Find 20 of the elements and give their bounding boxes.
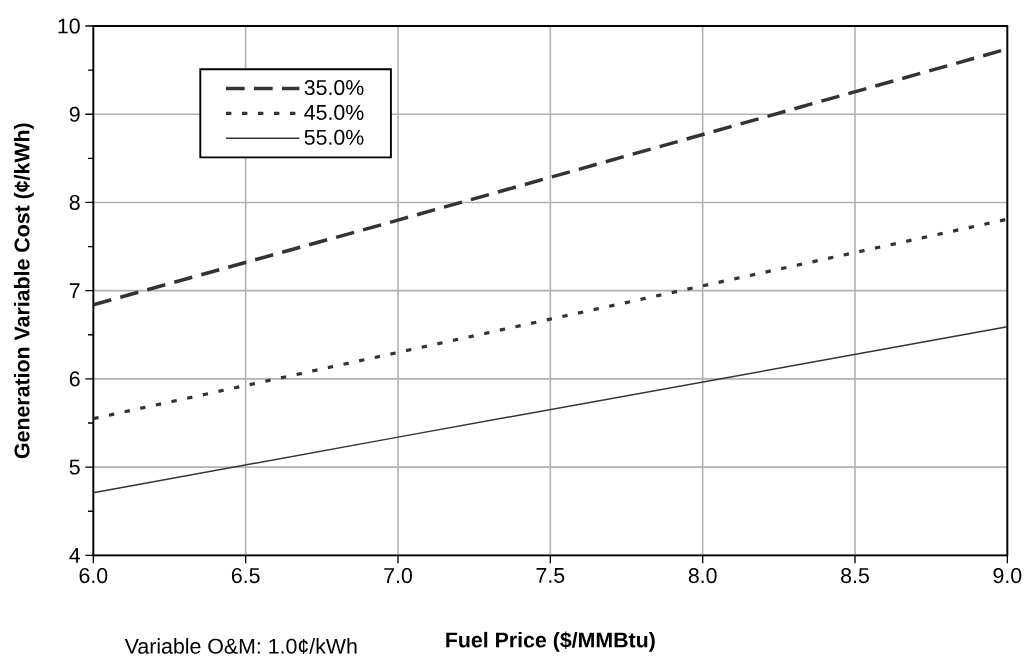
y-tick-label: 9 xyxy=(69,106,80,122)
x-tick-label: 8.5 xyxy=(841,568,869,584)
x-tick-label: 6.5 xyxy=(231,568,260,584)
legend-label: 45.0% xyxy=(304,104,364,120)
legend-label: 55.0% xyxy=(304,129,364,145)
y-tick-label: 10 xyxy=(58,18,80,34)
y-tick-label: 6 xyxy=(69,371,80,387)
y-tick-label: 4 xyxy=(69,547,80,563)
y-axis-title: Generation Variable Cost (¢/kWh) xyxy=(13,123,34,459)
x-axis-title: Fuel Price ($/MMBtu) xyxy=(446,631,655,652)
x-tick-label: 7.5 xyxy=(536,568,565,583)
y-tick-label: 7 xyxy=(69,283,80,299)
y-tick-label: 5 xyxy=(69,459,80,475)
x-tick-label: 6.0 xyxy=(79,568,108,584)
x-tick-label: 9.0 xyxy=(993,568,1022,584)
legend-label: 35.0% xyxy=(304,79,364,96)
y-tick-label: 8 xyxy=(69,194,80,211)
x-tick-label: 8.0 xyxy=(688,568,717,584)
x-tick-label: 7.0 xyxy=(384,568,412,584)
text: Variable O&M: 1.0¢/kWh xyxy=(124,638,357,654)
